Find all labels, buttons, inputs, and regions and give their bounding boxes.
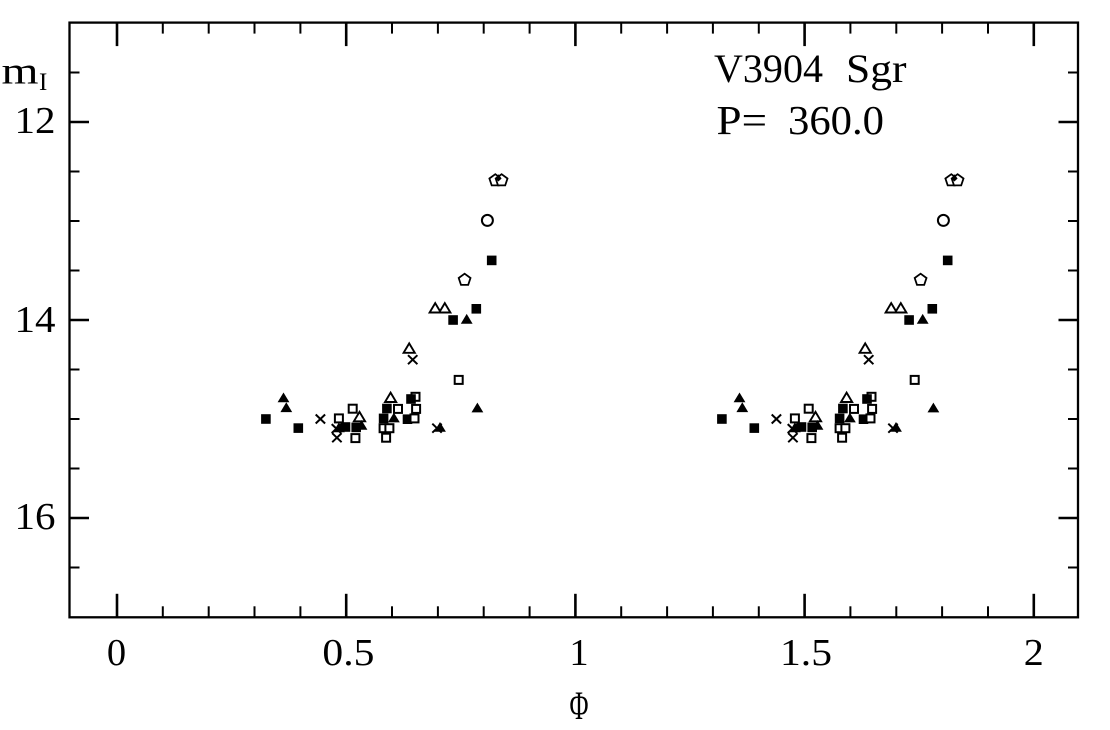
svg-text:14: 14 [15,299,56,341]
svg-text:0: 0 [107,632,126,674]
svg-text:12: 12 [15,100,56,142]
svg-text:Φ: Φ [570,683,589,728]
svg-text:I: I [39,69,47,96]
svg-text:Sgr: Sgr [846,46,907,91]
svg-text:360.0: 360.0 [788,97,884,143]
svg-text:2: 2 [1024,632,1044,674]
svg-text:1.5: 1.5 [780,632,832,674]
svg-text:m: m [2,51,39,93]
svg-text:V3904: V3904 [714,46,823,91]
svg-text:1: 1 [569,632,588,674]
svg-text:0.5: 0.5 [322,632,374,674]
svg-text:16: 16 [15,496,56,538]
svg-text:P=: P= [717,97,768,143]
